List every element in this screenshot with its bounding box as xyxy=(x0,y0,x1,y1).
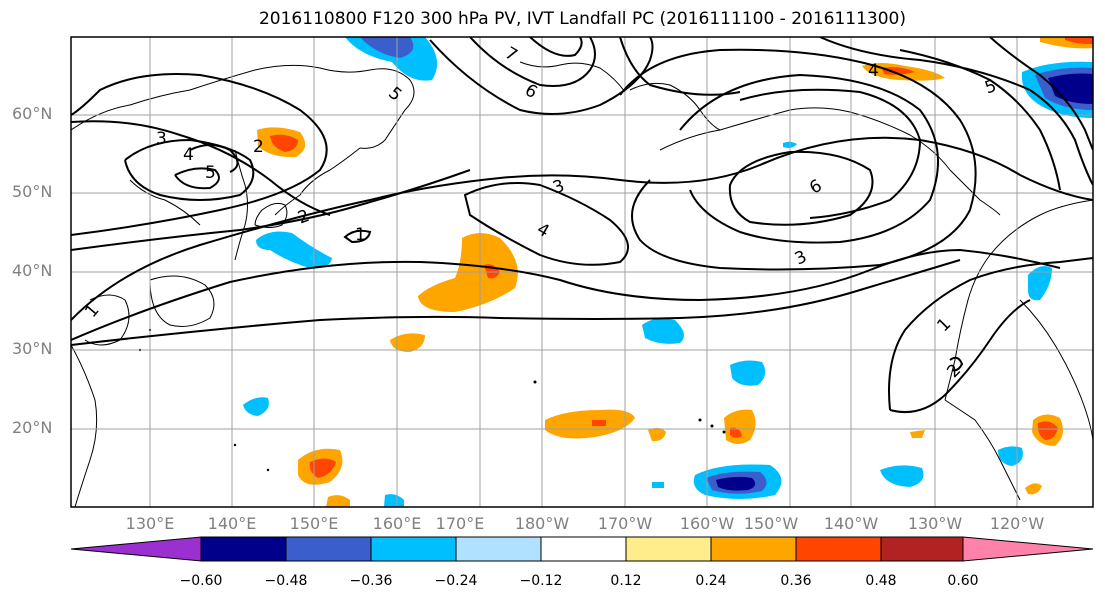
ivt-contours xyxy=(71,37,1093,414)
lon-label: 140°W xyxy=(823,514,879,533)
lat-label: 60°N xyxy=(12,104,53,123)
positive-anomaly-region xyxy=(910,430,925,438)
colorbar xyxy=(70,536,1094,562)
contour-label: 4 xyxy=(183,145,194,165)
colorbar-segment xyxy=(625,536,712,562)
lon-label: 160°W xyxy=(679,514,735,533)
lat-label: 40°N xyxy=(12,261,53,280)
contour-label: 2 xyxy=(253,137,264,157)
colorbar-segment xyxy=(540,536,627,562)
colorbar-tick-label: 0.60 xyxy=(947,573,979,589)
colorbar-tick-label: −0.24 xyxy=(434,573,478,589)
colorbar-segment xyxy=(795,536,882,562)
positive-anomaly-region xyxy=(1025,483,1042,495)
negative-anomaly-region xyxy=(652,482,664,488)
colorbar-segment xyxy=(710,536,797,562)
contour-label: 3 xyxy=(156,129,167,149)
positive-anomaly-region xyxy=(326,495,350,507)
positive-anomaly-core xyxy=(270,134,298,152)
lon-label: 120°W xyxy=(989,514,1045,533)
contour-label: 1 xyxy=(355,225,366,245)
negative-anomaly-region xyxy=(730,360,766,386)
colorbar-segment xyxy=(370,536,457,562)
contour-label: 4 xyxy=(868,61,879,81)
lat-label: 30°N xyxy=(12,339,53,358)
lat-label: 50°N xyxy=(12,182,53,201)
map-area: 1 2 3 3 3 4 4 5 5 6 6 7 1 2 1 2 4 5 xyxy=(71,37,1093,507)
positive-anomaly-core xyxy=(592,420,606,426)
colorbar-extend-high xyxy=(962,536,1094,562)
negative-anomaly-region xyxy=(880,465,924,487)
positive-anomaly-region xyxy=(648,427,666,442)
contour-label: 5 xyxy=(205,163,216,183)
negative-anomaly-core xyxy=(360,37,414,58)
colorbar-extend-low xyxy=(70,536,202,562)
negative-anomaly-region xyxy=(384,494,404,507)
colorbar-segment xyxy=(880,536,964,562)
colorbar-tick-label: −0.36 xyxy=(349,573,393,589)
negative-anomaly-core xyxy=(716,476,756,491)
negative-anomaly-core xyxy=(1048,73,1093,104)
lon-label: 140°E xyxy=(207,514,257,533)
positive-anomaly-region xyxy=(545,409,635,439)
positive-anomaly-core xyxy=(309,458,336,478)
positive-anomaly-core xyxy=(1037,421,1058,440)
colorbar-tick-label: −0.48 xyxy=(264,573,308,589)
negative-anomaly-region xyxy=(243,397,269,416)
lat-label: 20°N xyxy=(12,418,53,437)
colorbar-segment xyxy=(285,536,372,562)
map-frame xyxy=(70,36,1094,508)
colorbar-tick-label: −0.60 xyxy=(179,573,223,589)
lon-label: 180°W xyxy=(514,514,570,533)
colorbar-tick-label: 0.12 xyxy=(610,573,642,589)
lon-label: 170°W xyxy=(597,514,653,533)
colorbar-tick-label: 0.36 xyxy=(780,573,812,589)
lon-label: 170°E xyxy=(435,514,485,533)
negative-anomaly-region xyxy=(642,318,684,344)
positive-anomaly-core xyxy=(730,427,742,438)
lon-label: 130°W xyxy=(907,514,963,533)
islands xyxy=(138,328,726,472)
lon-label: 150°W xyxy=(743,514,799,533)
positive-anomaly-core xyxy=(882,67,915,75)
negative-anomaly-region xyxy=(345,37,438,81)
colorbar-tick-label: 0.48 xyxy=(865,573,897,589)
colorbar-segment xyxy=(455,536,542,562)
lon-label: 130°E xyxy=(125,514,175,533)
colorbar-tick-label: −0.12 xyxy=(519,573,563,589)
positive-anomaly-region xyxy=(390,333,425,352)
lon-label: 160°E xyxy=(372,514,422,533)
lon-label: 150°E xyxy=(289,514,339,533)
negative-anomaly-region xyxy=(256,231,332,269)
positive-anomaly-core xyxy=(1065,37,1093,45)
figure-title: 2016110800 F120 300 hPa PV, IVT Landfall… xyxy=(258,9,906,29)
negative-anomaly-region xyxy=(1028,266,1052,301)
colorbar-segment xyxy=(200,536,287,562)
colorbar-tick-label: 0.24 xyxy=(695,573,727,589)
